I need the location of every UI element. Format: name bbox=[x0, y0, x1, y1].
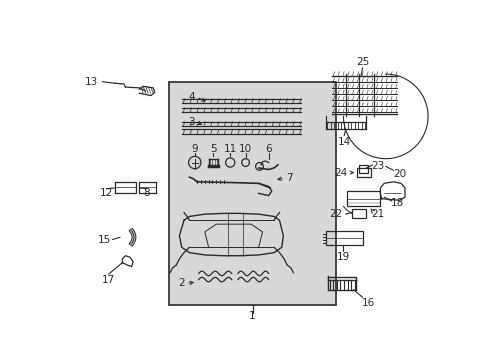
Text: 5: 5 bbox=[209, 144, 216, 154]
Text: 12: 12 bbox=[100, 188, 113, 198]
Text: 15: 15 bbox=[98, 235, 111, 244]
Text: 17: 17 bbox=[102, 275, 115, 285]
Bar bbox=[168, 82, 336, 305]
Bar bbox=[357, 168, 370, 177]
Text: 14: 14 bbox=[337, 137, 350, 147]
Text: 6: 6 bbox=[265, 144, 271, 154]
Bar bbox=[139, 182, 156, 193]
Text: 9: 9 bbox=[191, 144, 198, 154]
Text: 18: 18 bbox=[390, 198, 403, 208]
Bar bbox=[358, 165, 367, 172]
Bar bbox=[115, 182, 136, 193]
Text: 1: 1 bbox=[249, 311, 255, 321]
Text: 21: 21 bbox=[371, 209, 384, 219]
Text: 2: 2 bbox=[178, 278, 184, 288]
Bar bbox=[346, 191, 379, 206]
Text: 22: 22 bbox=[328, 209, 342, 219]
Text: 13: 13 bbox=[85, 77, 98, 87]
Text: 11: 11 bbox=[223, 144, 236, 154]
Text: 24: 24 bbox=[334, 167, 347, 177]
Text: 3: 3 bbox=[188, 117, 195, 127]
Text: 16: 16 bbox=[362, 298, 375, 309]
Text: 4: 4 bbox=[188, 92, 195, 102]
Text: 10: 10 bbox=[239, 144, 252, 154]
Text: 25: 25 bbox=[355, 57, 368, 67]
Text: 8: 8 bbox=[143, 188, 150, 198]
Bar bbox=[326, 231, 363, 245]
Text: 19: 19 bbox=[336, 252, 349, 262]
Text: 7: 7 bbox=[285, 173, 292, 183]
Text: 23: 23 bbox=[371, 161, 384, 171]
Text: 20: 20 bbox=[392, 169, 406, 179]
Bar bbox=[351, 209, 365, 218]
